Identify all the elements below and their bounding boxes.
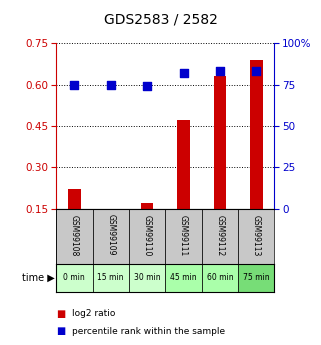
Text: 15 min: 15 min	[98, 273, 124, 282]
Bar	[238, 264, 274, 292]
Point	[217, 69, 222, 74]
Bar	[202, 209, 238, 264]
Bar	[177, 120, 190, 209]
Text: GSM99110: GSM99110	[143, 215, 152, 256]
Bar	[68, 189, 81, 209]
Bar	[165, 264, 202, 292]
Text: GSM99111: GSM99111	[179, 215, 188, 256]
Text: 75 min: 75 min	[243, 273, 270, 282]
Text: 0 min: 0 min	[64, 273, 85, 282]
Text: GSM99108: GSM99108	[70, 215, 79, 256]
Bar	[213, 76, 226, 209]
Bar	[141, 203, 153, 209]
Text: 30 min: 30 min	[134, 273, 160, 282]
Point	[181, 70, 186, 76]
Text: GSM99109: GSM99109	[106, 215, 115, 256]
Bar	[129, 264, 165, 292]
Point	[144, 83, 150, 89]
Text: 60 min: 60 min	[207, 273, 233, 282]
Bar	[250, 60, 263, 209]
Bar	[238, 209, 274, 264]
Point	[72, 82, 77, 87]
Bar	[129, 209, 165, 264]
Bar	[92, 209, 129, 264]
Text: GSM99112: GSM99112	[215, 215, 224, 256]
Text: GDS2583 / 2582: GDS2583 / 2582	[104, 12, 217, 26]
Bar	[92, 264, 129, 292]
Bar	[202, 264, 238, 292]
Text: GSM99113: GSM99113	[252, 215, 261, 256]
Bar	[56, 264, 92, 292]
Text: ■: ■	[56, 309, 65, 319]
Point	[108, 82, 113, 87]
Text: 45 min: 45 min	[170, 273, 197, 282]
Text: ■: ■	[56, 326, 65, 336]
Text: log2 ratio: log2 ratio	[72, 309, 116, 318]
Bar	[56, 209, 92, 264]
Bar	[165, 209, 202, 264]
Text: percentile rank within the sample: percentile rank within the sample	[72, 327, 225, 336]
Text: time ▶: time ▶	[22, 273, 55, 283]
Point	[254, 69, 259, 74]
